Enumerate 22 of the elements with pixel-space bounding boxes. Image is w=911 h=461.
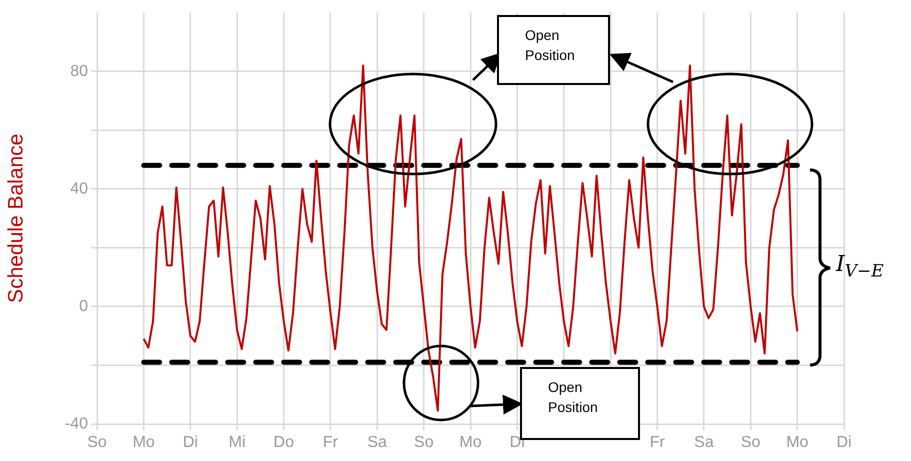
- x-tick-label: So: [414, 434, 434, 452]
- x-tick-label: Mo: [459, 434, 482, 452]
- x-tick-label: Fr: [650, 434, 666, 452]
- x-tick-label: Mo: [132, 434, 155, 452]
- annotation: I$_{V−E}$: [836, 252, 884, 282]
- x-tick-label: So: [740, 434, 761, 452]
- x-tick-label: Mi: [228, 434, 246, 452]
- x-tick-label: Fr: [322, 434, 339, 452]
- y-tick-label: -40: [64, 415, 88, 432]
- text-box: Open Position: [520, 367, 640, 440]
- x-tick-label: Di: [182, 434, 198, 452]
- text-box: Open Position: [497, 15, 610, 85]
- x-tick-label: Sa: [367, 434, 388, 452]
- x-tick-label: So: [87, 434, 107, 452]
- x-tick-label: Do: [274, 434, 294, 452]
- x-tick-label: Di: [836, 434, 852, 452]
- y-axis-title: Schedule Balance: [4, 134, 28, 303]
- x-tick-label: Mo: [786, 434, 809, 452]
- y-tick-label: 0: [79, 298, 88, 315]
- y-tick-label: 80: [70, 62, 88, 80]
- y-tick-label: 40: [70, 180, 88, 198]
- x-tick-label: Sa: [694, 434, 714, 452]
